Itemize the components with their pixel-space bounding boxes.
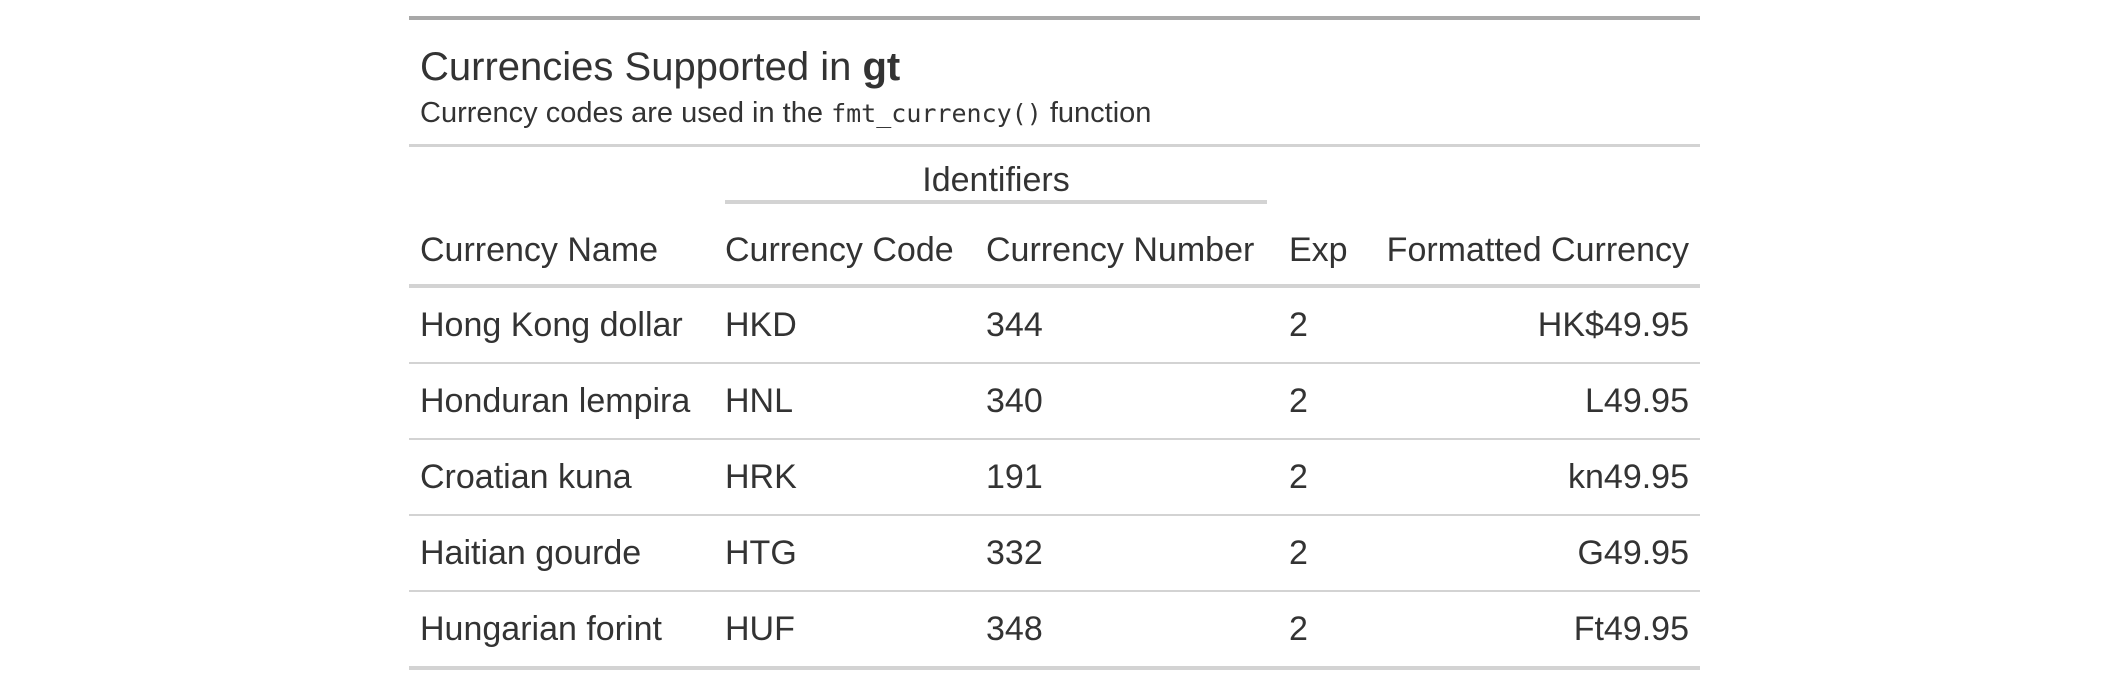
cell-currency-number: 340 xyxy=(975,363,1278,440)
table-title-bold: gt xyxy=(862,45,901,89)
currency-table: Currencies Supported in gt Currency code… xyxy=(409,16,1700,670)
cell-exp: 2 xyxy=(1278,363,1360,440)
table-row: Haitian gourde HTG 332 2 G49.95 xyxy=(409,515,1700,592)
spanner-identifiers: Identifiers xyxy=(725,161,1267,204)
cell-currency-code: HNL xyxy=(714,363,975,440)
column-header-currency-code: Currency Code xyxy=(714,217,975,288)
cell-exp: 2 xyxy=(1278,515,1360,592)
cell-currency-name: Hungarian forint xyxy=(409,591,714,670)
cell-currency-code: HRK xyxy=(714,439,975,516)
column-header-formatted-currency: Formatted Currency xyxy=(1360,217,1700,288)
subtitle-prefix: Currency codes are used in the xyxy=(420,97,832,129)
table-row: Hungarian forint HUF 348 2 Ft49.95 xyxy=(409,591,1700,670)
column-header-currency-number: Currency Number xyxy=(975,217,1278,288)
cell-formatted-currency: kn49.95 xyxy=(1360,439,1700,516)
cell-formatted-currency: G49.95 xyxy=(1360,515,1700,592)
cell-formatted-currency: HK$49.95 xyxy=(1360,286,1700,364)
spanner-empty-right-2 xyxy=(1360,146,1700,218)
cell-currency-code: HTG xyxy=(714,515,975,592)
cell-currency-code: HKD xyxy=(714,286,975,364)
cell-currency-name: Croatian kuna xyxy=(409,439,714,516)
cell-exp: 2 xyxy=(1278,439,1360,516)
table-title-text: Currencies Supported in xyxy=(420,45,863,89)
cell-currency-number: 332 xyxy=(975,515,1278,592)
cell-currency-name: Hong Kong dollar xyxy=(409,286,714,364)
cell-formatted-currency: Ft49.95 xyxy=(1360,591,1700,670)
spanner-empty-right-1 xyxy=(1278,146,1360,218)
table-row: Hong Kong dollar HKD 344 2 HK$49.95 xyxy=(409,286,1700,364)
column-header-exp: Exp xyxy=(1278,217,1360,288)
table-title: Currencies Supported in gt xyxy=(409,20,1700,94)
table-row: Honduran lempira HNL 340 2 L49.95 xyxy=(409,363,1700,440)
column-header-currency-name: Currency Name xyxy=(409,217,714,288)
cell-currency-number: 348 xyxy=(975,591,1278,670)
cell-exp: 2 xyxy=(1278,286,1360,364)
cell-currency-number: 191 xyxy=(975,439,1278,516)
table-row: Croatian kuna HRK 191 2 kn49.95 xyxy=(409,439,1700,516)
cell-formatted-currency: L49.95 xyxy=(1360,363,1700,440)
cell-currency-name: Honduran lempira xyxy=(409,363,714,440)
cell-currency-number: 344 xyxy=(975,286,1278,364)
subtitle-code: fmt_currency() xyxy=(831,99,1042,128)
cell-exp: 2 xyxy=(1278,591,1360,670)
spanner-cell: Identifiers xyxy=(714,146,1278,218)
cell-currency-name: Haitian gourde xyxy=(409,515,714,592)
table-subtitle: Currency codes are used in the fmt_curre… xyxy=(409,94,1700,147)
spanner-empty-left xyxy=(409,146,714,218)
cell-currency-code: HUF xyxy=(714,591,975,670)
subtitle-suffix: function xyxy=(1041,97,1152,129)
